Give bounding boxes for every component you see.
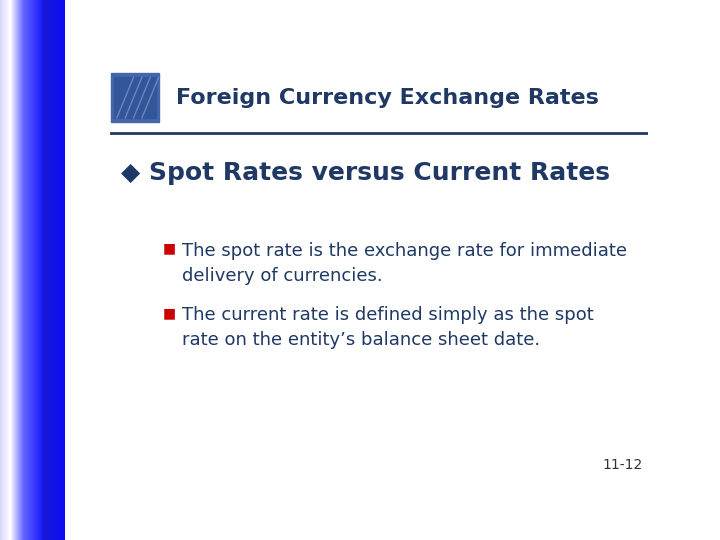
Bar [114,77,156,118]
Text: The current rate is defined simply as the spot
rate on the entity’s balance shee: The current rate is defined simply as th… [182,306,594,349]
Text: 11-12: 11-12 [602,458,642,472]
Text: Foreign Currency Exchange Rates: Foreign Currency Exchange Rates [176,88,599,108]
Bar [111,73,158,122]
Text: ■: ■ [163,241,176,255]
Text: Spot Rates versus Current Rates: Spot Rates versus Current Rates [148,161,610,185]
Text: The spot rate is the exchange rate for immediate
delivery of currencies.: The spot rate is the exchange rate for i… [182,241,627,285]
Text: ■: ■ [163,306,176,320]
Text: ◆: ◆ [121,161,140,185]
